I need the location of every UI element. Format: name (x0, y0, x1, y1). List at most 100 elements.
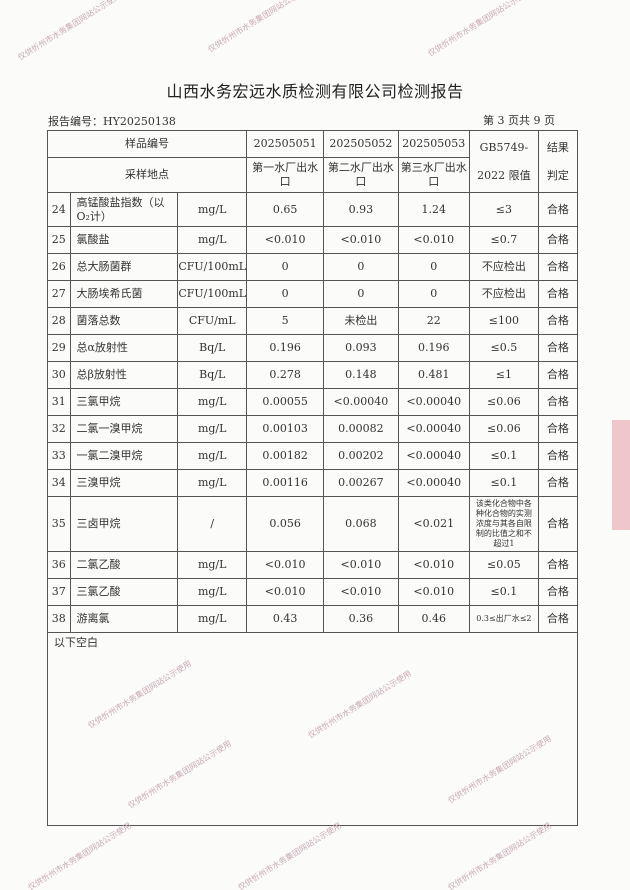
limit-header-line: 2022 限值 (477, 168, 531, 182)
cell-v2: 0.093 (323, 334, 399, 362)
cell-v1: 5 (246, 307, 325, 335)
location-label: 采样地点 (46, 157, 248, 193)
cell-name: 总α放射性 (69, 334, 179, 362)
page-info: 第 3 页共 9 页 (483, 114, 555, 127)
table-row: 37 三氯乙酸 mg/L <0.010 <0.010 <0.010 ≤0.1 合格 (47, 578, 579, 606)
location: 第二水厂出水口 (323, 157, 399, 193)
result-header: 结果 判定 (537, 130, 579, 193)
cell-unit: Bq/L (177, 361, 248, 389)
sample-id: 202505051 (246, 130, 325, 158)
header-row-sample: 样品编号 202505051 202505052 202505053 GB574… (46, 130, 579, 193)
cell-v3: 0 (397, 280, 471, 308)
cell-v2: 0.36 (323, 605, 399, 633)
table-row: 38 游离氯 mg/L 0.43 0.36 0.46 0.3≤出厂水≤2 合格 (47, 605, 579, 633)
cell-v1: 0.196 (246, 334, 325, 362)
cell-unit: mg/L (177, 415, 248, 443)
cell-v1: <0.010 (246, 551, 325, 579)
cell-no: 38 (47, 605, 71, 633)
cell-result: 合格 (537, 578, 579, 606)
cell-unit: mg/L (177, 469, 248, 497)
cell-v3: <0.010 (397, 551, 471, 579)
cell-result: 合格 (537, 388, 579, 416)
cell-limit: 不应检出 (469, 280, 539, 308)
cell-name: 总β放射性 (69, 361, 179, 389)
cell-name: 三溴甲烷 (69, 469, 179, 497)
cell-result: 合格 (537, 226, 579, 254)
cell-name: 氯酸盐 (69, 226, 179, 254)
result-header-line: 结果 (546, 140, 569, 154)
cell-no: 25 (47, 226, 71, 254)
cell-no: 37 (47, 578, 71, 606)
watermark: 仅供忻州市水务集团网站公示使用 (426, 0, 534, 59)
cell-no: 31 (47, 388, 71, 416)
cell-v3: <0.010 (397, 226, 471, 254)
cell-name: 游离氯 (69, 605, 179, 633)
cell-limit: ≤0.06 (469, 415, 539, 443)
cell-result: 合格 (537, 469, 579, 497)
cell-no: 35 (47, 496, 71, 552)
blank-row: 以下空白 (47, 632, 578, 826)
cell-v2: <0.010 (323, 578, 399, 606)
table-row: 31 三氯甲烷 mg/L 0.00055 <0.00040 <0.00040 ≤0.06 合格 (47, 388, 579, 416)
cell-v3: 0.196 (397, 334, 471, 362)
cell-unit: mg/L (177, 192, 248, 227)
table-row: 36 二氯乙酸 mg/L <0.010 <0.010 <0.010 ≤0.05 合格 (47, 551, 579, 579)
cell-unit: CFU/mL (177, 307, 248, 335)
cell-no: 29 (47, 334, 71, 362)
cell-v1: 0 (246, 253, 325, 281)
cell-v3: <0.00040 (397, 469, 471, 497)
cell-no: 33 (47, 442, 71, 470)
cell-no: 36 (47, 551, 71, 579)
cell-result: 合格 (537, 605, 579, 633)
cell-name: 菌落总数 (69, 307, 179, 335)
cell-result: 合格 (537, 334, 579, 362)
cell-v2: 0.068 (323, 496, 399, 552)
cell-v3: 1.24 (397, 192, 471, 227)
limit-header: GB5749- 2022 限值 (469, 130, 539, 193)
cell-v1: <0.010 (246, 578, 325, 606)
cell-limit: 0.3≤出厂水≤2 (469, 605, 539, 633)
cell-name: 大肠埃希氏菌 (69, 280, 179, 308)
cell-limit: ≤0.1 (469, 442, 539, 470)
cell-unit: / (177, 496, 248, 552)
results-table: 样品编号 202505051 202505052 202505053 GB574… (46, 130, 579, 826)
cell-result: 合格 (537, 253, 579, 281)
cell-v2: 0 (323, 280, 399, 308)
cell-name: 一氯二溴甲烷 (69, 442, 179, 470)
cell-name: 高锰酸盐指数（以O₂计） (69, 192, 179, 227)
cell-name: 三氯乙酸 (69, 578, 179, 606)
cell-result: 合格 (537, 307, 579, 335)
cell-name: 三卤甲烷 (69, 496, 179, 552)
table-row: 33 一氯二溴甲烷 mg/L 0.00182 0.00202 <0.00040 ≤0.1 合格 (47, 442, 579, 470)
cell-name: 总大肠菌群 (69, 253, 179, 281)
cell-result: 合格 (537, 496, 579, 552)
watermark: 仅供忻州市水务集团网站公示使用 (16, 0, 124, 63)
cell-v1: 0.00116 (246, 469, 325, 497)
table-row: 32 二氯一溴甲烷 mg/L 0.00103 0.00082 <0.00040 ≤0.06 合… (47, 415, 579, 443)
cell-name: 三氯甲烷 (69, 388, 179, 416)
cell-result: 合格 (537, 415, 579, 443)
limit-header-line: GB5749- (479, 140, 529, 154)
location: 第一水厂出水口 (246, 157, 325, 193)
report-title: 山西水务宏远水质检测有限公司检测报告 (166, 82, 464, 101)
cell-limit: ≤1 (469, 361, 539, 389)
footer-note: 以下空白 (47, 632, 578, 826)
cell-limit: ≤100 (469, 307, 539, 335)
header-row-location: 采样地点 第一水厂出水口 第二水厂出水口 第三水厂出水口 (46, 157, 578, 193)
cell-no: 26 (47, 253, 71, 281)
table-row: 26 总大肠菌群 CFU/100mL 0 0 0 不应检出 合格 (47, 253, 579, 281)
cell-result: 合格 (537, 442, 579, 470)
cell-v3: 0 (397, 253, 471, 281)
cell-v3: <0.021 (397, 496, 471, 552)
cell-v3: <0.00040 (397, 415, 471, 443)
cell-limit: ≤3 (469, 192, 539, 227)
sample-no-label: 样品编号 (46, 130, 248, 158)
cell-v3: <0.00040 (397, 442, 471, 470)
watermark: 仅供忻州市水务集团网站公示使用 (26, 820, 134, 890)
cell-v3: 0.46 (397, 605, 471, 633)
table-row: 29 总α放射性 Bq/L 0.196 0.093 0.196 ≤0.5 合格 (47, 334, 579, 362)
cell-unit: CFU/100mL (177, 253, 248, 281)
cell-v1: 0.00055 (246, 388, 325, 416)
cell-v1: 0.00103 (246, 415, 325, 443)
cell-limit: 该类化合物中各种化合物的实测浓度与其各自限制的比值之和不超过1 (469, 496, 539, 552)
